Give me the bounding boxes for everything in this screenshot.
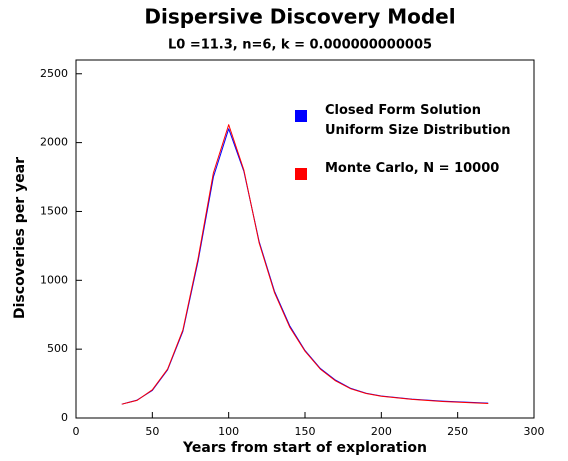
y-tick-label: 1500 — [40, 204, 68, 217]
legend-label: Closed Form Solution Uniform Size Distrib… — [325, 103, 511, 138]
x-tick-label: 200 — [371, 425, 392, 438]
y-tick-label: 500 — [47, 342, 68, 355]
x-tick-label: 150 — [295, 425, 316, 438]
x-tick-label: 300 — [524, 425, 545, 438]
y-tick-label: 2000 — [40, 136, 68, 149]
chart-title: Dispersive Discovery Model — [144, 5, 455, 29]
chart-subtitle: L0 =11.3, n=6, k = 0.000000000005 — [168, 38, 432, 53]
legend-swatch — [295, 168, 307, 180]
x-tick-label: 250 — [447, 425, 468, 438]
y-tick-label: 0 — [61, 411, 68, 424]
x-tick-label: 0 — [73, 425, 80, 438]
x-tick-label: 100 — [218, 425, 239, 438]
legend-swatch — [295, 110, 307, 122]
legend-label: Monte Carlo, N = 10000 — [325, 161, 499, 176]
x-axis-label: Years from start of exploration — [182, 440, 427, 456]
series-line — [121, 124, 489, 405]
y-tick-label: 1000 — [40, 273, 68, 286]
x-tick-label: 50 — [145, 425, 159, 438]
y-tick-label: 2500 — [40, 67, 68, 80]
y-axis-label: Discoveries per year — [12, 157, 28, 319]
